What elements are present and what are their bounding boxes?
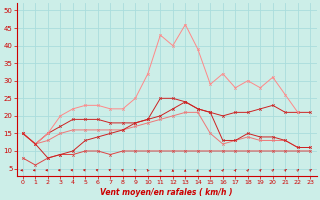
X-axis label: Vent moyen/en rafales ( km/h ): Vent moyen/en rafales ( km/h ) (100, 188, 233, 197)
